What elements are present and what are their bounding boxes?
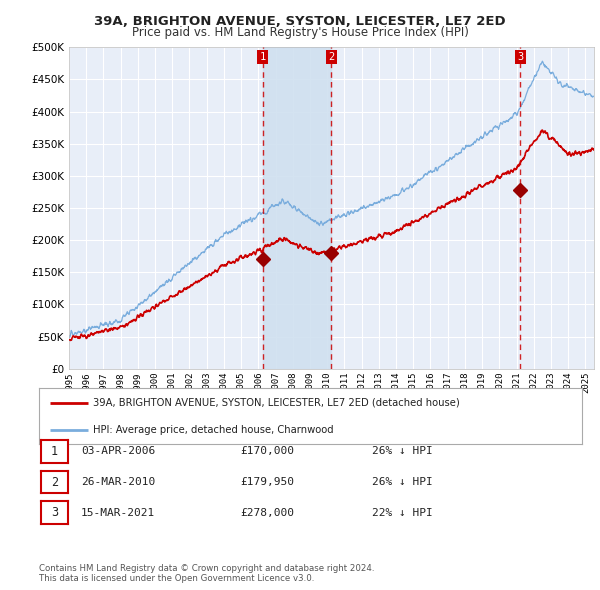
Text: Contains HM Land Registry data © Crown copyright and database right 2024.
This d: Contains HM Land Registry data © Crown c… — [39, 563, 374, 583]
Text: £170,000: £170,000 — [240, 447, 294, 456]
Text: 1: 1 — [51, 445, 58, 458]
Text: 3: 3 — [51, 506, 58, 519]
Text: £179,950: £179,950 — [240, 477, 294, 487]
Text: 2: 2 — [51, 476, 58, 489]
Text: 26-MAR-2010: 26-MAR-2010 — [81, 477, 155, 487]
Text: 26% ↓ HPI: 26% ↓ HPI — [372, 477, 433, 487]
Text: 03-APR-2006: 03-APR-2006 — [81, 447, 155, 456]
Text: £278,000: £278,000 — [240, 508, 294, 517]
Text: 15-MAR-2021: 15-MAR-2021 — [81, 508, 155, 517]
Text: 22% ↓ HPI: 22% ↓ HPI — [372, 508, 433, 517]
Text: 39A, BRIGHTON AVENUE, SYSTON, LEICESTER, LE7 2ED: 39A, BRIGHTON AVENUE, SYSTON, LEICESTER,… — [94, 15, 506, 28]
Text: HPI: Average price, detached house, Charnwood: HPI: Average price, detached house, Char… — [94, 425, 334, 435]
Text: 26% ↓ HPI: 26% ↓ HPI — [372, 447, 433, 456]
Text: 3: 3 — [517, 52, 523, 62]
Text: 1: 1 — [260, 52, 266, 62]
Text: 2: 2 — [328, 52, 334, 62]
Text: Price paid vs. HM Land Registry's House Price Index (HPI): Price paid vs. HM Land Registry's House … — [131, 26, 469, 39]
Bar — [263, 47, 331, 369]
Text: 39A, BRIGHTON AVENUE, SYSTON, LEICESTER, LE7 2ED (detached house): 39A, BRIGHTON AVENUE, SYSTON, LEICESTER,… — [94, 398, 460, 408]
